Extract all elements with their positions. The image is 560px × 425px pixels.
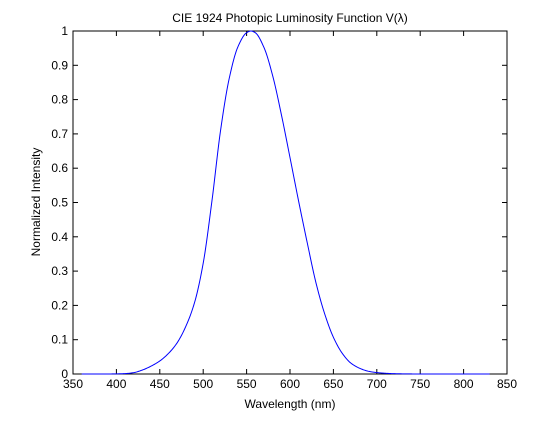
x-tick-label: 550 [237,377,257,391]
x-tick-label: 450 [150,377,170,391]
y-tick-label: 0.5 [51,196,68,210]
y-tick-label: 0.7 [51,127,68,141]
y-tick-label: 0.9 [51,58,68,72]
chart-title: CIE 1924 Photopic Luminosity Function V(… [172,11,407,25]
x-tick-label: 850 [497,377,517,391]
y-tick-label: 0.4 [51,230,68,244]
x-tick-label: 650 [323,377,343,391]
y-tick-label: 0.3 [51,264,68,278]
x-tick-label: 600 [280,377,300,391]
x-tick-label: 500 [193,377,213,391]
y-tick-label: 0.8 [51,93,68,107]
plot-area [72,30,508,375]
y-ticks: 0 0.1 0.2 0.3 0.4 0.5 0.6 0.7 0.8 0.9 1 [51,24,507,381]
x-tick-label: 750 [410,377,430,391]
series-layer [81,30,490,375]
y-tick-label: 0.2 [51,298,68,312]
x-tick-label: 400 [106,377,126,391]
x-tick-label: 700 [367,377,387,391]
y-tick-label: 0 [61,367,68,381]
x-axis-label: Wavelength (nm) [245,397,336,411]
y-axis-label: Normalized Intensity [29,148,43,257]
y-tick-label: 0.6 [51,161,68,175]
series-line [81,30,490,375]
y-tick-label: 0.1 [51,333,68,347]
x-ticks: 350 400 450 500 550 600 650 700 750 800 850 [63,31,517,391]
y-tick-label: 1 [61,24,68,38]
x-tick-label: 350 [63,377,83,391]
x-tick-label: 800 [454,377,474,391]
